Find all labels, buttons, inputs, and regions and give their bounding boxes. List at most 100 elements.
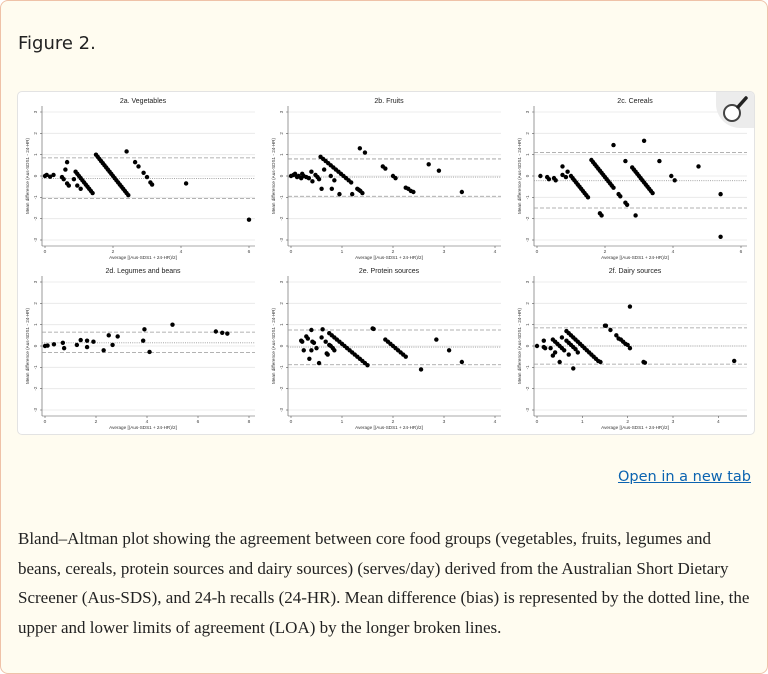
data-point bbox=[559, 335, 565, 340]
y-tick-label: 0 bbox=[33, 174, 38, 177]
y-tick-label: 2 bbox=[279, 302, 284, 305]
x-tick-label: 0 bbox=[44, 249, 47, 255]
data-point bbox=[436, 168, 442, 173]
data-point bbox=[718, 234, 723, 239]
data-point bbox=[669, 173, 674, 179]
data-point bbox=[642, 360, 648, 365]
y-tick-label: -1 bbox=[279, 365, 284, 369]
data-point bbox=[426, 162, 431, 167]
chart-cereals: 2c. Cereals -3 -2 -1 0 1 2 3 0 2 4 6 Average [(Aus-S… bbox=[517, 98, 747, 260]
data-point bbox=[110, 342, 115, 348]
x-tick-label: 0 bbox=[290, 419, 293, 425]
data-point bbox=[565, 169, 570, 174]
x-axis-label: Average [(Aus-SDS1 + 24-HR)/2] bbox=[601, 255, 669, 260]
chart-fruits: 2b. Fruits -3 -2 -1 0 1 2 3 0 1 2 3 4 Average [(Aus-S… bbox=[271, 98, 501, 260]
x-tick-label: 0 bbox=[290, 249, 293, 255]
data-point bbox=[51, 342, 57, 347]
figure-title: Figure 2. bbox=[18, 33, 96, 54]
x-tick-label: 6 bbox=[740, 249, 743, 255]
data-point bbox=[608, 327, 613, 333]
y-tick-label: -3 bbox=[525, 238, 530, 242]
data-point bbox=[124, 149, 129, 154]
chart-title: 2a. Vegetables bbox=[120, 98, 167, 105]
x-axis-label: Average [(Aus-SDS1 + 24-HR)/2] bbox=[355, 255, 423, 260]
panel-vegetables: 2a. Vegetables -3 -2 -1 0 1 2 3 0 2 4 6 Average [(Au… bbox=[18, 92, 263, 263]
data-point bbox=[316, 360, 322, 366]
y-axis-label: Mean difference (Aus-SDS1 - 24-HR) bbox=[271, 138, 276, 214]
x-tick-label: 2 bbox=[392, 419, 395, 425]
chart-legumes: 2d. Legumes and beans -3 -2 -1 0 1 2 3 0 2 4 6 8 Aver… bbox=[25, 268, 255, 430]
data-point bbox=[101, 348, 106, 353]
x-tick-label: 0 bbox=[44, 419, 47, 425]
data-point bbox=[562, 348, 567, 353]
y-tick-label: -3 bbox=[279, 408, 284, 412]
data-point bbox=[332, 348, 337, 353]
data-point bbox=[314, 345, 319, 351]
data-point bbox=[571, 366, 576, 371]
data-point bbox=[623, 158, 628, 164]
data-point bbox=[90, 190, 95, 196]
data-point bbox=[732, 358, 737, 364]
y-tick-label: 1 bbox=[279, 153, 284, 156]
data-point bbox=[60, 340, 66, 345]
data-point bbox=[63, 167, 68, 172]
magnifier-icon bbox=[723, 96, 748, 122]
data-point bbox=[548, 345, 553, 351]
data-point bbox=[323, 339, 328, 344]
data-point bbox=[360, 190, 365, 196]
chart-title: 2e. Protein sources bbox=[359, 268, 420, 275]
data-point bbox=[74, 342, 80, 348]
x-tick-label: 0 bbox=[536, 249, 539, 255]
data-point bbox=[71, 177, 77, 182]
data-point bbox=[611, 142, 616, 148]
data-point bbox=[560, 164, 565, 169]
x-tick-label: 2 bbox=[626, 419, 629, 425]
data-point bbox=[624, 202, 630, 207]
data-point bbox=[560, 172, 565, 178]
data-point bbox=[47, 174, 53, 179]
x-tick-label: 3 bbox=[672, 419, 675, 425]
data-point bbox=[319, 186, 324, 191]
x-tick-label: 1 bbox=[341, 419, 344, 425]
y-tick-label: 2 bbox=[33, 302, 38, 305]
data-point bbox=[126, 193, 131, 198]
panel-fruits: 2b. Fruits -3 -2 -1 0 1 2 3 0 1 2 3 4 Average [(Aus-S… bbox=[264, 92, 509, 263]
data-point bbox=[459, 359, 465, 365]
y-axis-label: Mean difference (Aus-SDS1 - 24-HR) bbox=[25, 308, 30, 384]
y-tick-label: -1 bbox=[33, 195, 38, 199]
y-tick-label: 3 bbox=[525, 280, 530, 283]
data-point bbox=[140, 338, 146, 343]
data-point bbox=[357, 146, 363, 151]
data-point bbox=[627, 345, 633, 351]
y-tick-label: 2 bbox=[33, 132, 38, 135]
y-tick-label: -1 bbox=[525, 365, 530, 369]
data-point bbox=[44, 172, 49, 178]
y-tick-label: -1 bbox=[279, 195, 284, 199]
data-point bbox=[106, 333, 111, 338]
y-tick-label: 0 bbox=[525, 174, 530, 177]
data-point bbox=[309, 327, 314, 333]
y-tick-label: 3 bbox=[279, 110, 284, 113]
y-tick-label: -1 bbox=[33, 365, 38, 369]
open-in-new-tab-link[interactable]: Open in a new tab bbox=[617, 469, 751, 485]
chart-title: 2d. Legumes and beans bbox=[105, 268, 181, 275]
figure-image[interactable]: 2a. Vegetables -3 -2 -1 0 1 2 3 0 2 4 6 Average [(Au… bbox=[17, 91, 755, 435]
x-axis-label: Average [(Aus-SDS1 + 24-HR)/2] bbox=[109, 425, 177, 430]
magnifier-button[interactable] bbox=[716, 92, 754, 128]
data-point bbox=[91, 339, 96, 344]
chart-protein: 2e. Protein sources -3 -2 -1 0 1 2 3 0 1 2 3 4 Averag… bbox=[271, 268, 501, 430]
data-point bbox=[300, 339, 305, 344]
y-tick-label: 1 bbox=[33, 323, 38, 326]
data-point bbox=[459, 189, 465, 195]
data-point bbox=[170, 322, 175, 327]
data-point bbox=[672, 178, 677, 183]
data-point bbox=[625, 342, 630, 348]
y-tick-label: -2 bbox=[33, 386, 38, 390]
x-tick-label: 4 bbox=[717, 419, 720, 425]
x-tick-label: 2 bbox=[112, 249, 115, 255]
data-point bbox=[142, 327, 147, 332]
y-axis-label: Mean difference (Aus-SDS1 - 24-HR) bbox=[517, 308, 522, 384]
x-axis-label: Average [(Aus-SDS1 + 24-HR)/2] bbox=[601, 425, 669, 430]
y-tick-label: -2 bbox=[525, 216, 530, 220]
y-tick-label: 1 bbox=[279, 323, 284, 326]
